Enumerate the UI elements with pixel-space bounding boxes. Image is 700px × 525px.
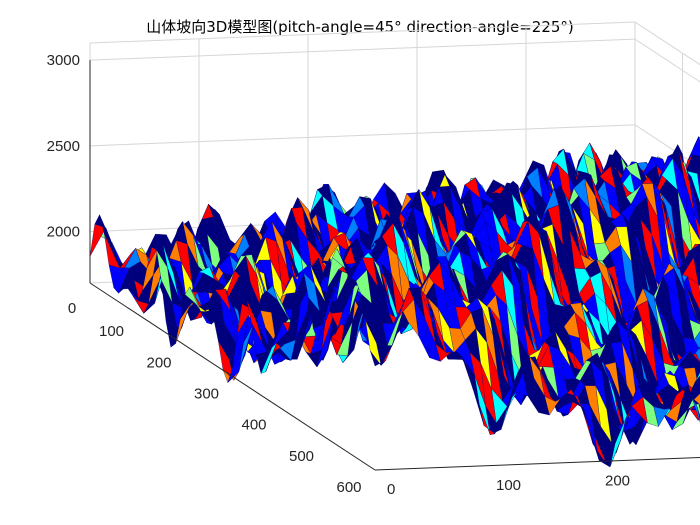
watermark-zhihu: 知乎 @城南 bbox=[582, 486, 662, 504]
x-tick-label: 300 bbox=[194, 386, 219, 403]
z-axis-ticks: 2000 2500 3000 bbox=[47, 52, 80, 240]
z-tick-label: 2500 bbox=[47, 138, 80, 155]
x-axis-ticks: 0 100 200 300 400 500 600 bbox=[68, 300, 362, 496]
grid-line bbox=[89, 21, 636, 44]
axis-lines bbox=[89, 60, 700, 471]
x-tick-label: 0 bbox=[68, 300, 76, 317]
y-tick-label: 200 bbox=[605, 473, 630, 490]
y-axis-line bbox=[374, 456, 700, 471]
grid-line bbox=[634, 38, 700, 83]
watermark-csdn: CSDN @楠楠星球 bbox=[548, 500, 671, 518]
z-tick-label: 2000 bbox=[47, 224, 80, 241]
x-tick-label: 600 bbox=[336, 479, 361, 496]
x-tick-label: 100 bbox=[99, 323, 124, 340]
grid-line bbox=[634, 21, 700, 66]
chart-title: 山体坡向3D模型图(pitch-angle=45° direction-angl… bbox=[146, 18, 574, 36]
grid-line bbox=[89, 124, 636, 147]
x-axis-line bbox=[89, 282, 376, 471]
y-axis-ticks: 0 100 200 300 400 500 bbox=[387, 473, 630, 498]
y-tick-label: 100 bbox=[496, 477, 521, 494]
surface-facet bbox=[370, 350, 387, 367]
surface-facet bbox=[104, 233, 121, 269]
grid-line bbox=[89, 38, 636, 61]
terrain-surface bbox=[89, 136, 700, 468]
x-tick-label: 200 bbox=[146, 354, 171, 371]
x-tick-label: 400 bbox=[241, 417, 266, 434]
z-tick-label: 3000 bbox=[47, 52, 80, 69]
x-tick-label: 500 bbox=[289, 448, 314, 465]
y-tick-label: 0 bbox=[387, 481, 395, 498]
